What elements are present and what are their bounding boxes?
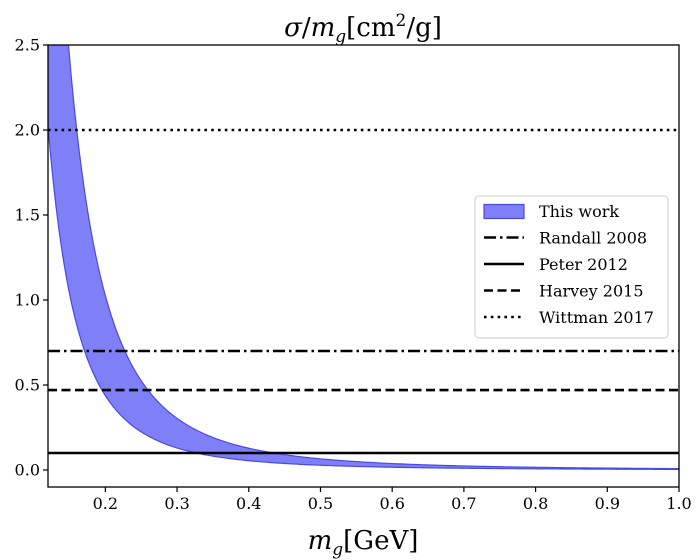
legend-label-harvey-2015: Harvey 2015: [539, 282, 644, 301]
band-this-work: [48, 45, 679, 470]
x-tick-label: 1.0: [666, 494, 691, 513]
x-tick-label: 0.7: [451, 494, 476, 513]
x-tick-label: 0.4: [236, 494, 261, 513]
y-tick-label: 1.0: [15, 291, 40, 310]
y-tick-label: 1.5: [15, 206, 40, 225]
x-tick-label: 0.2: [93, 494, 118, 513]
y-tick-label: 2.0: [15, 121, 40, 140]
x-tick-label: 0.6: [379, 494, 404, 513]
x-tick-label: 0.9: [595, 494, 620, 513]
x-tick-label: 0.3: [164, 494, 189, 513]
legend-label-wittman-2017: Wittman 2017: [539, 308, 654, 327]
legend-label-this-work: This work: [539, 202, 619, 221]
x-tick-label: 0.5: [308, 494, 333, 513]
legend-label-peter-2012: Peter 2012: [539, 255, 628, 274]
legend-label-randall-2008: Randall 2008: [539, 229, 647, 248]
y-tick-label: 0.0: [15, 461, 40, 480]
y-axis: 0.0 0.5 1.0 1.5 2.0 2.5: [15, 36, 48, 480]
chart-title: σ/mg[cm2/g]: [284, 11, 442, 47]
y-tick-label: 0.5: [15, 376, 40, 395]
axes-frame: [47, 44, 680, 488]
legend: This work Randall 2008 Peter 2012 Harvey 20…: [474, 195, 669, 339]
legend-swatch-this-work: [483, 203, 525, 220]
x-axis-label: mg[GeV]: [308, 526, 419, 560]
y-tick-label: 2.5: [15, 36, 40, 55]
legend-box: [474, 195, 669, 339]
x-axis: 0.2 0.3 0.4 0.5 0.6 0.7 0.8 0.9 1.0: [93, 487, 692, 513]
plot-area: [48, 45, 679, 470]
x-tick-label: 0.8: [523, 494, 548, 513]
